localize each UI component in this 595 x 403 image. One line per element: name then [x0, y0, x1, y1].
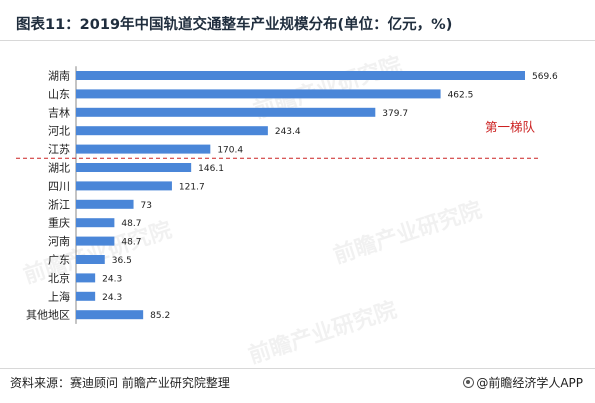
category-label: 广东	[48, 254, 70, 267]
category-label: 四川	[48, 180, 70, 193]
category-label: 其他地区	[26, 309, 70, 322]
title-divider	[0, 40, 595, 41]
bar	[76, 181, 172, 191]
category-label: 江苏	[48, 143, 70, 156]
value-label: 569.6	[532, 72, 558, 82]
credit-note: @前瞻经济学人APP	[463, 374, 583, 391]
value-label: 170.4	[217, 146, 243, 156]
category-label: 河北	[48, 125, 70, 138]
bar	[76, 236, 115, 246]
tier-annotation: 第一梯队	[485, 119, 536, 134]
value-label: 24.3	[102, 274, 122, 284]
credit-text: @前瞻经济学人APP	[476, 376, 583, 390]
category-label: 湖北	[48, 162, 70, 175]
bar	[76, 126, 268, 136]
bar	[76, 291, 96, 301]
value-label: 243.4	[275, 127, 301, 137]
category-label: 河南	[48, 235, 70, 248]
category-label: 重庆	[48, 216, 70, 230]
bar	[76, 71, 525, 80]
value-label: 48.7	[121, 219, 141, 229]
footer-divider	[0, 368, 595, 369]
value-label: 36.5	[112, 256, 132, 266]
category-label: 山东	[48, 88, 70, 101]
category-label: 吉林	[48, 105, 70, 119]
value-label: 85.2	[150, 311, 170, 321]
category-label: 湖南	[48, 70, 70, 83]
bar	[76, 310, 144, 320]
bar	[76, 163, 192, 172]
bar	[76, 199, 134, 209]
brand-logo-icon	[463, 377, 475, 388]
bar	[76, 107, 376, 117]
bar	[76, 255, 105, 264]
bar	[76, 218, 115, 228]
bar	[76, 89, 441, 99]
category-label: 浙江	[48, 198, 70, 211]
chart-title: 图表11：2019年中国轨道交通整车产业规模分布(单位：亿元，%)	[16, 17, 453, 33]
value-label: 379.7	[382, 109, 408, 119]
bar	[76, 273, 96, 283]
value-label: 24.3	[102, 293, 122, 303]
value-label: 146.1	[198, 164, 224, 174]
value-label: 462.5	[448, 90, 474, 100]
source-note: 资料来源：赛迪顾问 前瞻产业研究院整理	[10, 376, 230, 390]
category-label: 北京	[48, 271, 70, 285]
category-label: 上海	[48, 289, 70, 303]
value-label: 48.7	[121, 238, 141, 248]
value-label: 73	[141, 201, 152, 211]
bar	[76, 144, 211, 154]
value-label: 121.7	[179, 182, 205, 192]
